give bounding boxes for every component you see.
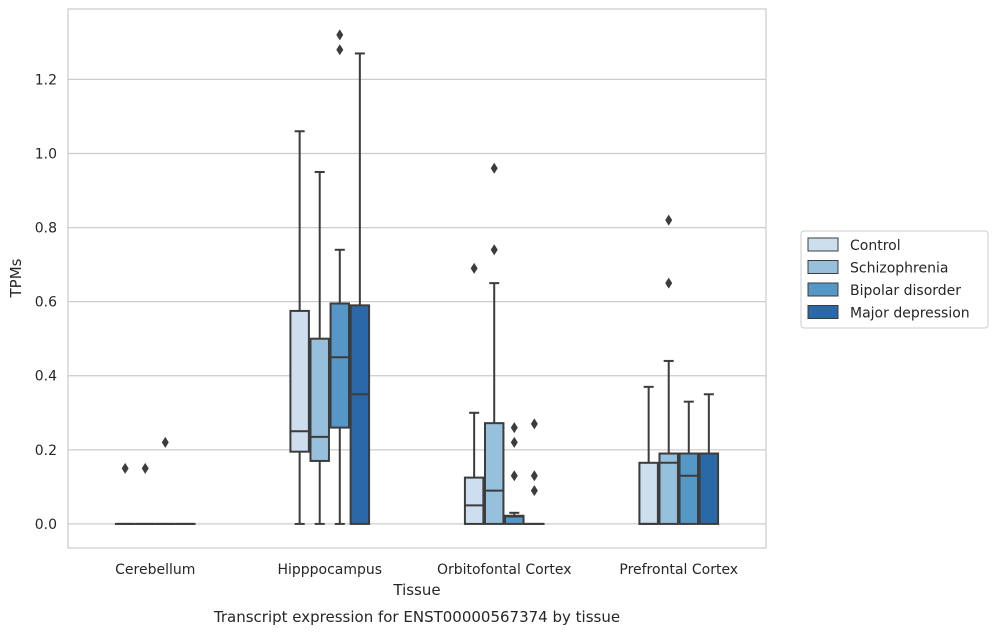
x-axis-ticks: Cerebellum Hipppocampus Orbitofontal Corte… [115,562,738,578]
iqr-box [463,476,485,525]
chart-caption: Transcript expression for ENST0000056737… [213,608,620,626]
outlier-marker [665,277,673,289]
outlier-marker [141,462,149,474]
box-item [658,214,679,525]
y-tick-label: 0.4 [35,369,57,385]
legend-label: Bipolar disorder [850,283,961,299]
gridlines [68,78,766,525]
outlier-marker [530,470,538,482]
box-item [678,400,700,525]
iqr-box [678,452,700,525]
outlier-marker [530,485,538,497]
outlier-marker [336,29,344,41]
series-major-depression [175,52,720,525]
iqr-box [349,304,371,525]
iqr-box [658,452,679,525]
y-axis-ticks: 0.0 0.2 0.4 0.6 0.8 1.0 1.2 [35,72,57,533]
y-tick-label: 0.6 [35,295,57,311]
outlier-marker [510,436,518,448]
box-item [155,436,176,525]
series-schizophrenia [134,162,679,525]
series-bipolar-disorder [155,29,700,525]
box-item [349,52,371,525]
y-tick-label: 0.0 [35,517,57,533]
box-item [638,385,659,525]
y-axis-label: TPMs [7,258,25,298]
iqr-box [638,461,659,525]
box-item [329,29,351,525]
legend-frame [800,230,989,329]
y-tick-label: 1.2 [35,72,57,88]
iqr-box [483,422,505,525]
box-item [114,462,136,525]
iqr-box [309,337,330,462]
box-item [309,170,330,525]
x-tick-label: Hipppocampus [277,562,382,578]
outlier-marker [336,44,344,56]
legend-swatch [807,282,839,297]
legend-label: Control [850,238,901,254]
plot-area-frame [67,8,767,549]
box-item [524,418,545,525]
box-item [289,130,310,525]
legend-label: Major depression [850,306,970,322]
legend-swatch [807,260,839,274]
box-item [483,162,505,525]
x-axis-label: Tissue [392,581,440,599]
x-tick-label: Cerebellum [115,562,195,578]
outlier-marker [490,244,498,256]
outlier-marker [490,162,498,174]
x-tick-label: Prefrontal Cortex [619,562,738,578]
outlier-marker [470,262,478,274]
iqr-box [698,452,720,525]
box-series-layer [114,29,720,525]
iqr-box [329,302,351,429]
outlier-marker [510,470,518,482]
box-item [504,422,525,525]
box-item [698,393,720,525]
x-tick-label: Orbitofontal Cortex [437,562,572,578]
box-item [463,262,485,525]
outlier-marker [161,436,169,448]
box-item [134,462,156,525]
legend-label: Schizophrenia [850,261,948,277]
outlier-marker [530,418,538,430]
y-tick-label: 0.2 [35,443,57,459]
y-tick-label: 0.8 [35,221,57,237]
iqr-box [289,309,310,453]
outlier-marker [665,214,673,226]
y-tick-label: 1.0 [35,146,57,162]
outlier-marker [121,462,129,474]
outlier-marker [510,422,518,434]
legend: Control Schizophrenia Bipolar disorder Majo… [800,230,989,329]
legend-swatch [807,305,839,319]
series-control [114,130,659,525]
legend-swatch [807,237,839,252]
